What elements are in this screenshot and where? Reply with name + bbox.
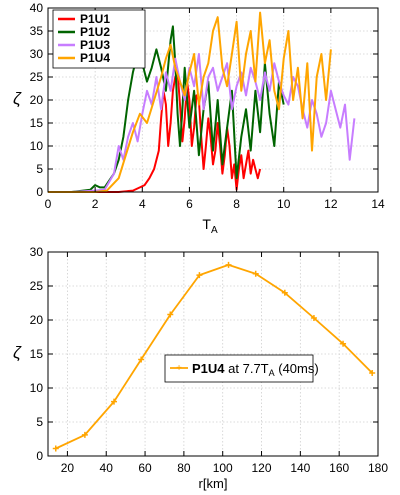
axis-ticks: 20 40 60 80 100 120 140 160 180 0 5 10 15 20 25 30 [30,245,389,475]
series-lines [52,261,376,452]
x-tick-label: 120 [252,461,272,475]
x-tick-label: 2 [92,197,99,211]
data-point [167,311,174,318]
x-tick-label: 60 [138,461,152,475]
y-tick-label: 0 [36,449,43,463]
data-point [310,314,317,321]
y-tick-label: 40 [30,1,44,15]
series-line-p1u3 [48,53,356,193]
data-point [138,356,145,363]
legend-marker: + [176,363,182,374]
x-tick-label: 0 [45,197,52,211]
x-tick-label: 80 [177,461,191,475]
x-tick-label: 12 [324,197,338,211]
data-point [340,340,347,347]
y-tick-label: 25 [30,279,44,293]
data-point [369,370,376,377]
legend-label: P1U4 [80,51,110,65]
legend-item-p1u2: P1U2 [58,25,110,39]
legend-item-p1u1: P1U1 [58,12,110,26]
time-series-panel: 0 2 4 6 8 10 12 14 0 5 10 15 20 25 30 35 40 ζ TA P1U1 P1… [13,1,385,236]
axis-ticks: 0 2 4 6 8 10 12 14 0 5 10 15 20 25 30 35 40 [30,1,385,211]
y-tick-label: 0 [36,185,43,199]
y-tick-label: 25 [30,70,44,84]
legend-item-p1u3: P1U3 [58,38,110,52]
y-tick-label: 10 [30,139,44,153]
y-tick-label: 5 [36,415,43,429]
y-tick-label: 15 [30,347,44,361]
data-point [196,272,203,279]
series-lines [48,11,356,193]
y-tick-label: 20 [30,313,44,327]
data-point [281,289,288,296]
x-tick-label: 100 [213,461,233,475]
y-tick-label: 10 [30,381,44,395]
y-tick-label: 20 [30,93,44,107]
y-axis-label: ζ [13,343,22,362]
x-tick-label: 4 [139,197,146,211]
x-tick-label: 8 [233,197,240,211]
x-tick-label: 20 [61,461,75,475]
data-point [111,398,117,405]
y-tick-label: 5 [36,162,43,176]
legend-label: P1U4 at 7.7TA (40ms) [192,361,319,378]
y-tick-label: 35 [30,24,44,38]
legend-label: P1U1 [80,12,110,26]
x-tick-label: 140 [290,461,310,475]
y-axis-label: ζ [13,89,22,108]
series-line-p1u4 [55,263,373,450]
data-point [81,431,88,438]
series-line-p1u4 [48,11,332,193]
y-tick-label: 30 [30,47,44,61]
x-axis-label: r[km] [199,476,228,491]
legend: + P1U4 at 7.7TA (40ms) [164,354,319,383]
data-point [52,445,59,452]
data-point [252,270,259,277]
legend-label: P1U3 [80,38,110,52]
x-tick-label: 40 [100,461,114,475]
data-point [225,261,232,268]
radial-profile-panel: 20 40 60 80 100 120 140 160 180 0 5 10 15 20 25 30 ζ r[… [13,245,388,491]
legend: P1U1 P1U2 P1U3 P1U4 [52,9,146,69]
legend-box [164,354,314,383]
x-tick-label: 160 [329,461,349,475]
legend-item-p1u4: P1U4 [58,51,110,65]
y-tick-label: 15 [30,116,44,130]
x-tick-label: 14 [371,197,385,211]
x-axis-label: TA [202,216,218,236]
legend-label: P1U2 [80,25,110,39]
x-tick-label: 10 [277,197,291,211]
y-tick-label: 30 [30,245,44,259]
x-tick-label: 180 [368,461,388,475]
series-line-p1u2 [48,25,285,193]
x-tick-label: 6 [186,197,193,211]
